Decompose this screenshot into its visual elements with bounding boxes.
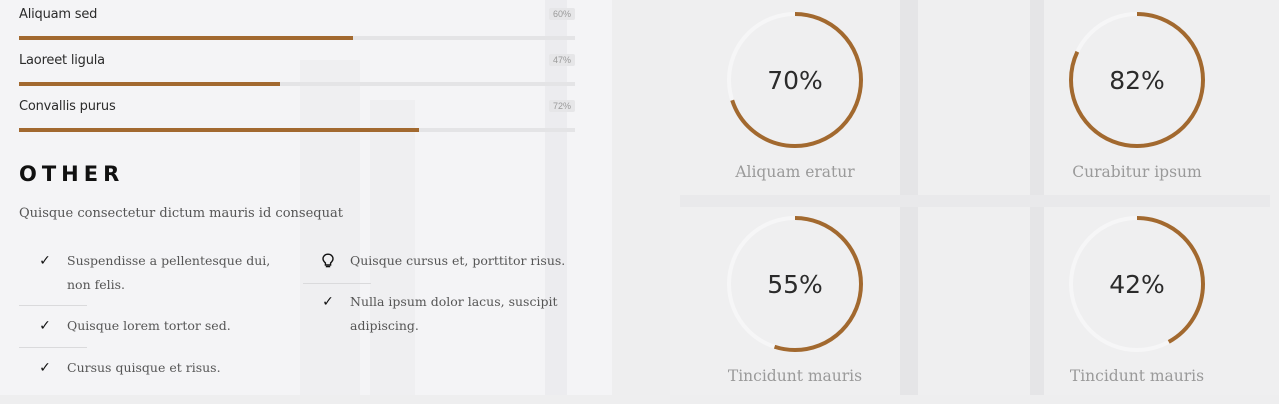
stat-label: Tincidunt mauris [727, 367, 863, 385]
skill-label: Laoreet ligula [19, 53, 105, 68]
divider [303, 283, 371, 284]
skill-label: Convallis purus [19, 99, 116, 114]
feature-text: Nulla ipsum dolor lacus, suscipit [350, 294, 558, 309]
skill-bar: Laoreet ligula 47% [19, 53, 575, 93]
progress-percent: 55% [767, 270, 823, 299]
skill-bar: Convallis purus 72% [19, 99, 575, 139]
progress-arc [727, 216, 863, 352]
divider [19, 347, 87, 348]
circular-progress: 42% Tincidunt mauris [1007, 204, 1279, 404]
skill-track [19, 36, 575, 40]
feature-text: adipiscing. [350, 318, 419, 333]
feature-item: Quisque cursus et, porttitor risus. [320, 249, 600, 273]
check-icon: ✓ [39, 318, 51, 334]
skill-label: Aliquam sed [19, 7, 98, 22]
progress-arc [727, 12, 863, 148]
progress-percent: 82% [1109, 66, 1165, 95]
progress-arc [1069, 216, 1205, 352]
skill-track [19, 128, 575, 132]
feature-text: Quisque lorem tortor sed. [67, 318, 231, 333]
skill-percent-badge: 60% [548, 8, 575, 20]
skills-panel [0, 0, 612, 395]
stat-label: Tincidunt mauris [1069, 367, 1205, 385]
skill-fill [19, 82, 281, 86]
stats-panel [670, 0, 1279, 395]
progress-arc [1069, 12, 1205, 148]
skill-bar: Aliquam sed 60% [19, 7, 575, 47]
progress-percent: 70% [767, 66, 823, 95]
lightbulb-icon [320, 249, 336, 277]
feature-text: non felis. [67, 277, 126, 292]
feature-item: ✓ Quisque lorem tortor sed. [37, 314, 297, 338]
section-title: OTHER [19, 162, 125, 186]
skill-fill [19, 36, 353, 40]
progress-ring: 42% [1069, 216, 1205, 352]
progress-ring: 70% [727, 12, 863, 148]
feature-text: Suspendisse a pellentesque dui, [67, 253, 271, 268]
check-icon: ✓ [39, 360, 51, 376]
circular-progress: 70% Aliquam eratur [665, 0, 965, 200]
feature-item: ✓ Cursus quisque et risus. [37, 356, 297, 380]
skill-fill [19, 128, 420, 132]
skill-track [19, 82, 575, 86]
section-subtitle: Quisque consectetur dictum mauris id con… [19, 206, 343, 221]
divider [19, 305, 87, 306]
feature-text: Cursus quisque et risus. [67, 360, 221, 375]
progress-ring: 82% [1069, 12, 1205, 148]
feature-text: Quisque cursus et, porttitor risus. [350, 253, 566, 268]
skill-percent-badge: 72% [548, 100, 575, 112]
circular-progress: 82% Curabitur ipsum [1007, 0, 1279, 200]
feature-item: ✓ Nulla ipsum dolor lacus, suscipit adip… [320, 290, 600, 338]
check-icon: ✓ [322, 294, 334, 310]
feature-item: ✓ Suspendisse a pellentesque dui, non fe… [37, 249, 297, 297]
stat-label: Aliquam eratur [735, 163, 855, 181]
progress-ring: 55% [727, 216, 863, 352]
circular-progress: 55% Tincidunt mauris [665, 204, 965, 404]
stat-label: Curabitur ipsum [1072, 163, 1202, 181]
progress-percent: 42% [1109, 270, 1165, 299]
check-icon: ✓ [39, 253, 51, 269]
skill-percent-badge: 47% [548, 54, 575, 66]
